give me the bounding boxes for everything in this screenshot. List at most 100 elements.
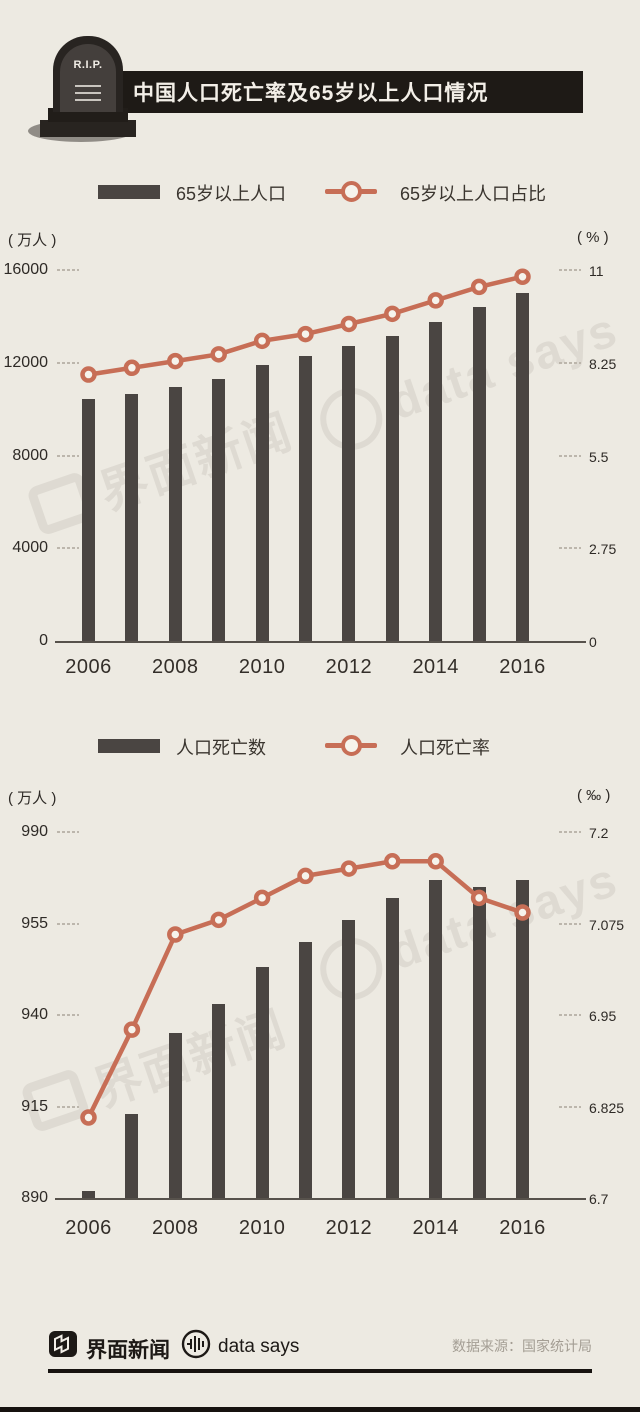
- bar-2008: [169, 387, 182, 641]
- bar-2015: [473, 887, 486, 1198]
- right-tick-dash: [559, 831, 581, 833]
- bar-2016: [516, 880, 529, 1198]
- y-axis-left-label: 890: [21, 1189, 48, 1206]
- bar-2007: [125, 1114, 138, 1198]
- legend-line-label: 65岁以上人口占比: [400, 184, 547, 204]
- y-axis-left-label: 16000: [3, 261, 49, 278]
- marker-2011: [297, 867, 314, 885]
- right-axis-unit: ( % ): [577, 229, 609, 246]
- x-axis-label-2008: 2008: [152, 656, 199, 678]
- left-axis-unit: ( 万人 ): [8, 790, 57, 807]
- bar-2007: [125, 394, 138, 641]
- marker-2008: [167, 352, 184, 370]
- y-axis-left-label: 990: [21, 823, 48, 840]
- bar-2013: [386, 898, 399, 1198]
- x-axis-label-2012: 2012: [325, 656, 373, 678]
- x-axis-label-2012: 2012: [325, 1217, 373, 1239]
- marker-2009: [210, 911, 227, 929]
- y-axis-right-label: 0: [589, 634, 597, 650]
- marker-2015: [470, 278, 488, 296]
- rip-text: R.I.P.: [73, 59, 103, 71]
- right-axis-unit: ( ‰ ): [577, 787, 611, 804]
- x-axis-label-2014: 2014: [412, 1217, 459, 1239]
- x-axis-label-2010: 2010: [238, 1217, 286, 1239]
- marker-2007: [123, 359, 141, 377]
- tombstone-engraving-line: [75, 92, 101, 94]
- marker-2012: [340, 860, 358, 877]
- y-axis-right-label: 11: [589, 263, 604, 279]
- marker-2010: [253, 889, 271, 907]
- bar-2008: [169, 1033, 182, 1198]
- bar-2012: [342, 920, 355, 1198]
- bar-2014: [429, 880, 442, 1198]
- left-tick-dash: [57, 1014, 79, 1016]
- x-axis-label-2016: 2016: [499, 1217, 546, 1239]
- y-axis-right-label: 6.7: [589, 1191, 609, 1207]
- x-axis-label-2006: 2006: [65, 1217, 112, 1239]
- right-tick-dash: [559, 547, 581, 550]
- bar-2009: [212, 1004, 225, 1198]
- bottom-border: [0, 1407, 640, 1412]
- bar-2015: [473, 307, 486, 641]
- left-tick-dash: [57, 547, 79, 550]
- right-tick-dash: [559, 454, 581, 457]
- y-axis-left-label: 955: [21, 914, 48, 932]
- footer-divider: [48, 1369, 592, 1373]
- marker-2014: [427, 853, 444, 870]
- y-axis-left-label: 8000: [12, 446, 48, 464]
- marker-2012: [340, 315, 358, 333]
- right-tick-dash: [559, 922, 581, 925]
- left-axis-unit: ( 万人 ): [8, 232, 57, 249]
- y-axis-right-label: 7.075: [589, 916, 625, 933]
- right-tick-dash: [559, 1105, 581, 1108]
- y-axis-left-label: 12000: [3, 353, 49, 371]
- y-axis-left-label: 915: [21, 1097, 48, 1115]
- marker-2008: [167, 926, 184, 943]
- x-axis-label-2016: 2016: [499, 656, 546, 678]
- marker-2011: [297, 325, 314, 343]
- marker-2013: [384, 305, 401, 323]
- y-axis-right-label: 2.75: [589, 541, 617, 558]
- bar-2013: [386, 336, 399, 641]
- right-tick-dash: [559, 1014, 581, 1016]
- left-tick-dash: [57, 831, 79, 833]
- left-tick-dash: [57, 269, 79, 271]
- legend-bar-label: 人口死亡数: [176, 738, 266, 758]
- right-tick-dash: [559, 361, 581, 364]
- bar-2012: [342, 346, 355, 641]
- y-axis-right-label: 6.95: [589, 1008, 617, 1024]
- y-axis-right-label: 6.825: [589, 1099, 625, 1116]
- y-axis-left-label: 940: [21, 1006, 48, 1023]
- y-axis-right-label: 8.25: [589, 355, 617, 372]
- y-axis-right-label: 7.2: [589, 825, 609, 841]
- bar-2010: [256, 365, 269, 641]
- footer-brand-datasays: data says: [218, 1336, 300, 1357]
- bar-2011: [299, 942, 312, 1198]
- bar-2009: [212, 379, 225, 641]
- left-tick-dash: [57, 361, 79, 364]
- title-bar: 中国人口死亡率及65岁以上人口情况: [112, 71, 583, 113]
- x-axis-label-2010: 2010: [238, 656, 286, 678]
- watermark-datasays: data says: [311, 848, 626, 1009]
- marker-2016: [514, 268, 531, 285]
- tombstone-base: [40, 120, 136, 137]
- marker-2013: [384, 853, 401, 870]
- bar-2010: [256, 967, 269, 1198]
- bar-2006: [82, 1191, 95, 1198]
- x-axis-line: [55, 641, 586, 643]
- left-tick-dash: [57, 454, 79, 457]
- legend-bar-swatch: [98, 185, 160, 199]
- marker-2007: [123, 1021, 141, 1038]
- legend-line-marker: [341, 735, 362, 756]
- bar-2006: [82, 399, 95, 641]
- bar-2011: [299, 356, 312, 641]
- y-axis-right-label: 5.5: [589, 448, 609, 465]
- x-axis-label-2014: 2014: [412, 656, 459, 678]
- left-tick-dash: [57, 922, 79, 925]
- footer-brand-jiemian: 界面新闻: [86, 1339, 170, 1362]
- left-tick-dash: [57, 1105, 79, 1108]
- x-axis-label-2008: 2008: [152, 1217, 199, 1239]
- legend-line-marker: [341, 181, 362, 202]
- data-source-note: 数据来源：国家统计局: [452, 1338, 592, 1354]
